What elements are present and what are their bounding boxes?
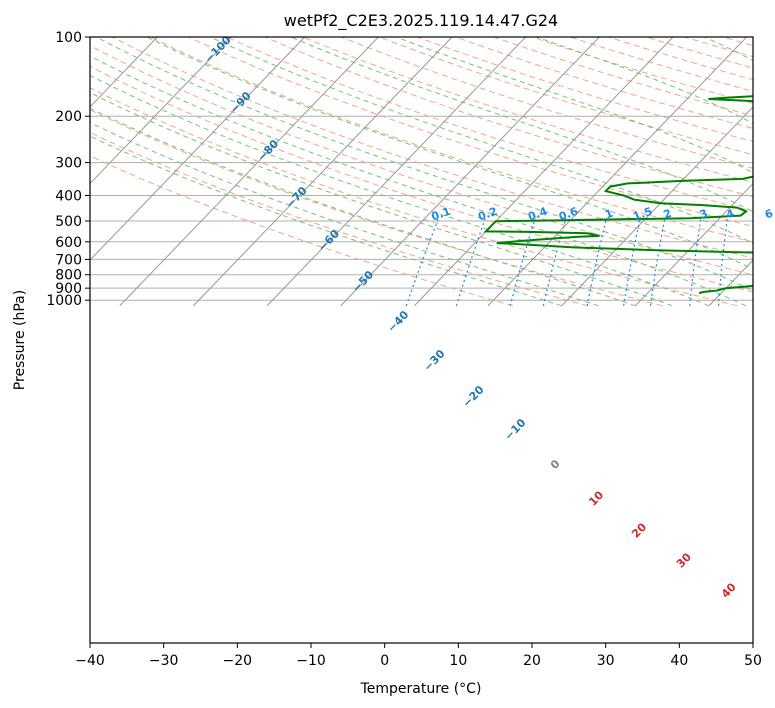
dry-adiabat-line [150, 37, 753, 243]
dry-adiabat-line [90, 109, 663, 307]
axes: −40 −30 −20 −10 0 10 20 30 40 50 100 200 300 400 500 60… [46, 30, 762, 669]
mixing-ratio-label-group: 0.2 [476, 205, 499, 224]
mixing-ratio-label: 0.4 [526, 205, 549, 224]
x-axis-label: Temperature (°C) [360, 681, 482, 697]
x-tick-label: 20 [523, 653, 541, 669]
isotherm-line [119, 37, 379, 307]
isotherm-line [193, 37, 453, 307]
moist-adiabat-line [146, 37, 753, 270]
x-tick-label: −30 [149, 653, 179, 669]
moist-adiabat-line [90, 135, 562, 307]
mixing-ratio-label-group: 4 [724, 207, 736, 222]
y-tick-label: 900 [55, 281, 82, 297]
dewpoint-profile [483, 95, 753, 295]
mixing-ratio-label: 0.2 [476, 205, 499, 224]
mixing-ratio-line [509, 218, 536, 306]
y-tick-label: 600 [55, 235, 82, 251]
dry-adiabat-line [90, 131, 589, 307]
isotherm-line [90, 37, 305, 261]
mixing-ratio-label-group: 0.6 [557, 205, 580, 224]
mixing-ratio-label-group: 2 [662, 207, 674, 222]
x-tick-label: 30 [597, 653, 615, 669]
mixing-ratio-label-group: 3 [698, 207, 710, 222]
x-tick-label: 40 [670, 653, 688, 669]
x-tick-label: 50 [744, 653, 762, 669]
mixing-ratio-line [455, 218, 486, 306]
x-tick-label: −10 [296, 653, 326, 669]
mixing-ratio-label: 2 [662, 207, 674, 222]
mixing-ratio-label: 4 [724, 207, 736, 222]
y-tick-label: 800 [55, 268, 82, 284]
moist-adiabat-line [90, 55, 747, 307]
chart-title: wetPf2_C2E3.2025.119.14.47.G24 [284, 11, 558, 31]
plot-profiles [483, 95, 753, 295]
mixing-ratio-line [623, 218, 641, 306]
dry-adiabat-line [111, 37, 753, 259]
mixing-ratio-label-group: 0.1 [430, 205, 453, 224]
mixing-ratio-line [542, 218, 567, 306]
y-tick-label: 100 [55, 30, 82, 46]
y-tick-label: 300 [55, 156, 82, 172]
dry-adiabat-line [379, 37, 753, 156]
x-tick-label: 10 [449, 653, 467, 669]
isotherm-line [90, 37, 158, 108]
isotherm-line [266, 37, 526, 307]
isotherm-line [340, 37, 600, 307]
mixing-ratio-label-group: 1 [603, 207, 615, 222]
dry-adiabat-line [188, 37, 753, 227]
moist-adiabat-line [90, 74, 710, 307]
dry-adiabat-line [90, 44, 753, 276]
mixing-ratio-line [718, 218, 729, 306]
mixing-ratio-label: 6 [763, 207, 775, 222]
y-tick-label: 700 [55, 252, 82, 268]
mixing-ratio-label: 0.6 [557, 205, 580, 224]
mixing-ratio-label-group: 6 [763, 207, 775, 222]
isotherm-line [561, 106, 753, 307]
y-axis-label: Pressure (hPa) [12, 290, 28, 390]
moist-adiabat-line [90, 122, 599, 307]
x-tick-label: −40 [75, 653, 105, 669]
isotherm-line [487, 37, 747, 307]
mixing-ratio-label: 3 [698, 207, 710, 222]
y-tick-label: 500 [55, 214, 82, 230]
x-tick-label: 0 [380, 653, 389, 669]
moist-adiabat-line [209, 37, 753, 244]
mixing-ratio-label-group: 0.4 [526, 205, 549, 224]
y-tick-label: 200 [55, 109, 82, 125]
isotherm-line [708, 259, 753, 307]
plot-background-lines [90, 37, 753, 307]
isotherm-line [635, 182, 753, 307]
plot-frame [89, 36, 754, 644]
moist-adiabat-line [290, 37, 753, 213]
mixing-ratio-line [405, 218, 439, 307]
mixing-ratio-label-group: 1.5 [631, 205, 654, 224]
x-tick-label: −20 [223, 653, 253, 669]
mixing-ratio-line [586, 218, 607, 306]
mixing-ratio-label: 1 [603, 207, 615, 222]
isotherm-line [90, 37, 232, 185]
mixing-ratio-line [689, 218, 702, 306]
y-tick-label: 1000 [46, 293, 82, 309]
isotherm-line [414, 37, 674, 307]
dry-adiabat-line [302, 37, 753, 183]
mixing-ratio-line [649, 218, 666, 306]
dry-adiabat-line [90, 155, 514, 307]
mixing-ratio-label: 1.5 [631, 205, 654, 224]
y-tick-label: 400 [55, 188, 82, 204]
moist-adiabat-line [90, 92, 673, 307]
mixing-ratio-label: 0.1 [430, 205, 453, 224]
